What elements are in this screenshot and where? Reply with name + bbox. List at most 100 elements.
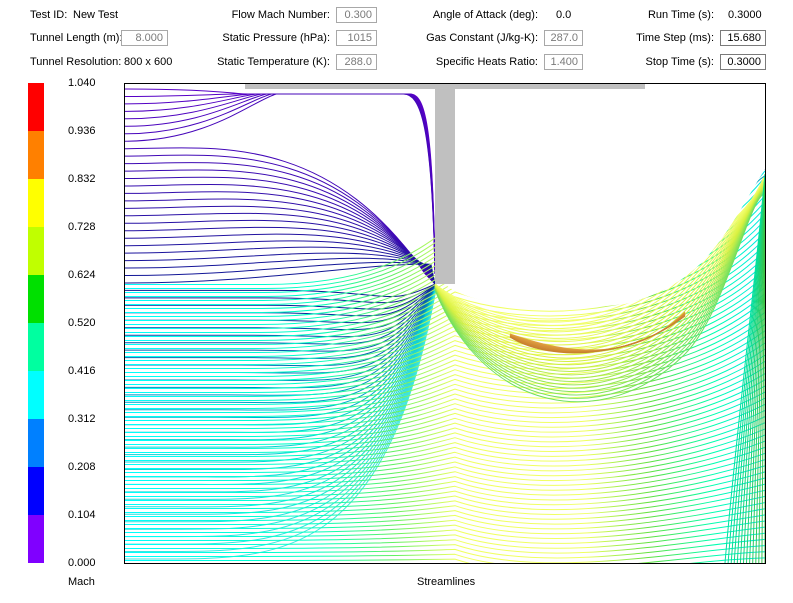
- streamline-wake: [125, 551, 765, 563]
- test-id-label: Test ID:: [30, 9, 68, 21]
- streamline-wake: [125, 489, 765, 520]
- flow-mach-label: Flow Mach Number:: [231, 9, 330, 21]
- streamline-wake: [125, 293, 765, 389]
- plot-view-label: Streamlines: [417, 576, 476, 588]
- streamline-canvas: [125, 84, 765, 563]
- colorbar-band: [28, 227, 44, 275]
- specific-heats-field[interactable]: [544, 54, 583, 70]
- streamline-wake: [125, 514, 765, 540]
- streamline-upstream: [125, 284, 436, 310]
- streamline-bowl: [434, 193, 765, 403]
- flow-void: [445, 84, 765, 308]
- run-time-value: 0.3000: [728, 9, 762, 21]
- static-pressure-field[interactable]: [336, 30, 377, 46]
- streamline-wake: [125, 324, 765, 409]
- streamline-upstream: [125, 93, 436, 275]
- streamline-upstream: [125, 292, 436, 530]
- streamline-wake: [125, 532, 765, 554]
- stop-time-label: Stop Time (s):: [645, 56, 714, 68]
- streamline-wake: [125, 545, 765, 563]
- streamline-upstream: [125, 289, 436, 441]
- colorbar-tick-label: 0.936: [68, 125, 96, 137]
- colorbar-band: [28, 323, 44, 371]
- streamline-upstream: [125, 212, 436, 285]
- colorbar-band: [28, 515, 44, 563]
- streamline-upstream: [125, 293, 436, 545]
- streamline-wake: [125, 366, 765, 437]
- top-wall: [245, 84, 645, 89]
- angle-of-attack-label: Angle of Attack (deg):: [432, 9, 538, 21]
- streamline-upstream: [125, 263, 436, 285]
- streamline-upstream: [125, 292, 436, 523]
- streamline-upstream: [125, 219, 436, 285]
- streamline-upstream: [125, 169, 436, 285]
- streamline-wake: [125, 440, 765, 485]
- streamline-upstream: [125, 93, 436, 275]
- colorbar-tick-label: 0.520: [68, 317, 96, 329]
- streamline-wake: [125, 354, 765, 429]
- streamline-upstream: [125, 154, 436, 285]
- colorbar-tick-label: 0.624: [68, 269, 96, 281]
- streamline-wake: [125, 422, 765, 473]
- colorbar-tick-label: 1.040: [68, 77, 96, 89]
- streamline-wake: [125, 538, 765, 559]
- streamline-upstream: [125, 286, 436, 360]
- colorbar-band: [28, 131, 44, 179]
- streamline-wake: [125, 305, 765, 397]
- streamline-upstream: [125, 290, 436, 456]
- streamline-wake: [125, 526, 765, 549]
- streamline-upstream: [125, 246, 436, 285]
- streamline-wake: [125, 416, 765, 469]
- tunnel-length-field[interactable]: [121, 30, 168, 46]
- streamline-wake: [125, 391, 765, 453]
- streamline-wake: [125, 557, 765, 563]
- streamline-wake: [125, 483, 765, 515]
- streamline-wake: [125, 348, 765, 425]
- streamline-upstream: [125, 205, 436, 285]
- streamline-wake: [125, 342, 765, 421]
- colorbar-tick-label: 0.416: [68, 365, 96, 377]
- static-temperature-field[interactable]: [336, 54, 377, 70]
- streamline-wake: [125, 373, 765, 441]
- streamline-wake: [125, 477, 765, 511]
- streamline-wake: [125, 502, 765, 530]
- streamline-wake: [125, 428, 765, 477]
- streamline-upstream: [125, 93, 436, 275]
- streamline-wake: [125, 360, 765, 433]
- streamline-upstream: [125, 93, 436, 275]
- streamline-upstream: [125, 290, 436, 463]
- streamline-upstream: [125, 291, 436, 500]
- streamline-bowl: [434, 178, 765, 339]
- streamline-upstream: [125, 93, 436, 275]
- streamline-upstream: [125, 287, 436, 396]
- flow-mach-field[interactable]: [336, 7, 377, 23]
- time-step-field[interactable]: [720, 30, 766, 46]
- streamline-upstream: [125, 93, 436, 275]
- colorbar-tick-label: 0.208: [68, 461, 96, 473]
- colorbar-tick-label: 0.000: [68, 557, 96, 569]
- streamline-upstream: [125, 198, 436, 285]
- angle-of-attack-value: 0.0: [556, 9, 572, 21]
- gas-constant-field[interactable]: [544, 30, 583, 46]
- streamline-upstream: [125, 293, 436, 553]
- streamline-wake: [125, 397, 765, 457]
- colorbar-band: [28, 179, 44, 227]
- streamline-plot[interactable]: [124, 83, 766, 564]
- colorbar-band: [28, 419, 44, 467]
- colorbar-tick-label: 0.728: [68, 221, 96, 233]
- streamline-upstream: [125, 93, 436, 275]
- streamline-wake: [125, 459, 765, 497]
- stop-time-field[interactable]: [720, 54, 766, 70]
- streamline-upstream: [125, 283, 436, 298]
- streamline-upstream: [125, 261, 436, 285]
- gas-constant-label: Gas Constant (J/kg-K):: [426, 32, 538, 44]
- streamline-upstream: [125, 286, 436, 367]
- colorbar-unit-label: Mach: [68, 576, 95, 588]
- streamline-wake: [125, 330, 765, 413]
- streamline-upstream: [125, 252, 436, 285]
- streamline-wake: [125, 465, 765, 501]
- static-pressure-label: Static Pressure (hPa):: [222, 32, 330, 44]
- tunnel-length-label: Tunnel Length (m):: [30, 32, 123, 44]
- streamline-upstream: [125, 233, 436, 285]
- streamline-wake: [125, 317, 765, 405]
